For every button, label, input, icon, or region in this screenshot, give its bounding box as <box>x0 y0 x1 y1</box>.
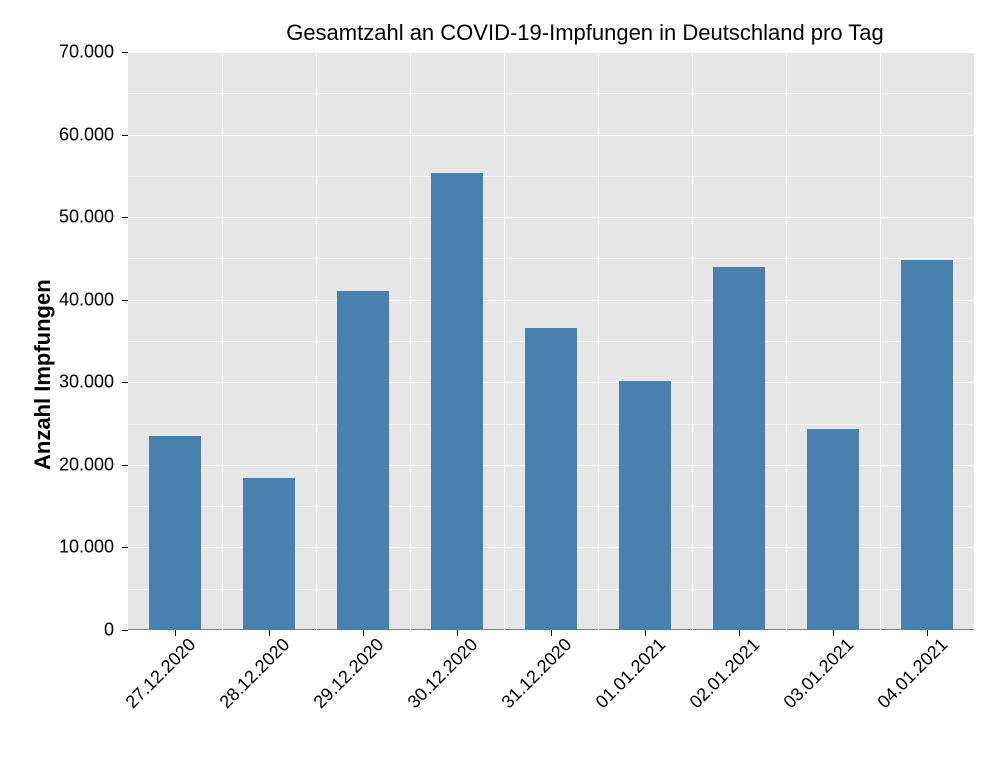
bar <box>525 328 578 630</box>
gridline-horizontal <box>128 300 974 301</box>
bar <box>901 260 954 630</box>
y-tick-label: 70.000 <box>59 42 128 63</box>
x-tick-label: 30.12.2020 <box>399 630 482 713</box>
gridline-vertical <box>222 52 223 630</box>
bar <box>337 291 390 630</box>
gridline-vertical <box>598 52 599 630</box>
gridline-horizontal <box>128 52 974 53</box>
bar <box>149 436 202 630</box>
gridline-vertical <box>880 52 881 630</box>
x-tick-label: 29.12.2020 <box>305 630 388 713</box>
x-tick-label: 01.01.2021 <box>587 630 670 713</box>
x-tick-label: 02.01.2021 <box>681 630 764 713</box>
y-axis-label: Anzahl Impfungen <box>30 279 56 470</box>
bar <box>713 267 766 630</box>
gridline-vertical <box>786 52 787 630</box>
y-tick-label: 30.000 <box>59 372 128 393</box>
bar <box>243 478 296 630</box>
gridline-horizontal <box>128 135 974 136</box>
gridline-horizontal <box>128 217 974 218</box>
y-tick-label: 50.000 <box>59 207 128 228</box>
x-tick-label: 04.01.2021 <box>869 630 952 713</box>
plot-area: 010.00020.00030.00040.00050.00060.00070.… <box>128 52 974 630</box>
x-tick-label: 27.12.2020 <box>117 630 200 713</box>
bar <box>431 173 484 630</box>
y-tick-label: 0 <box>104 620 128 641</box>
x-tick-label: 28.12.2020 <box>211 630 294 713</box>
y-tick-label: 20.000 <box>59 454 128 475</box>
x-tick-label: 03.01.2021 <box>775 630 858 713</box>
gridline-horizontal-minor <box>128 258 974 259</box>
y-tick-label: 10.000 <box>59 537 128 558</box>
gridline-horizontal-minor <box>128 176 974 177</box>
chart-title: Gesamtzahl an COVID-19-Impfungen in Deut… <box>225 20 945 46</box>
gridline-vertical <box>504 52 505 630</box>
gridline-vertical <box>410 52 411 630</box>
gridline-horizontal-minor <box>128 93 974 94</box>
bar <box>619 381 672 630</box>
y-tick-label: 40.000 <box>59 289 128 310</box>
x-tick-label: 31.12.2020 <box>493 630 576 713</box>
y-tick-label: 60.000 <box>59 124 128 145</box>
gridline-vertical <box>316 52 317 630</box>
gridline-vertical <box>692 52 693 630</box>
vaccination-chart: Gesamtzahl an COVID-19-Impfungen in Deut… <box>0 0 990 761</box>
bar <box>807 429 860 630</box>
